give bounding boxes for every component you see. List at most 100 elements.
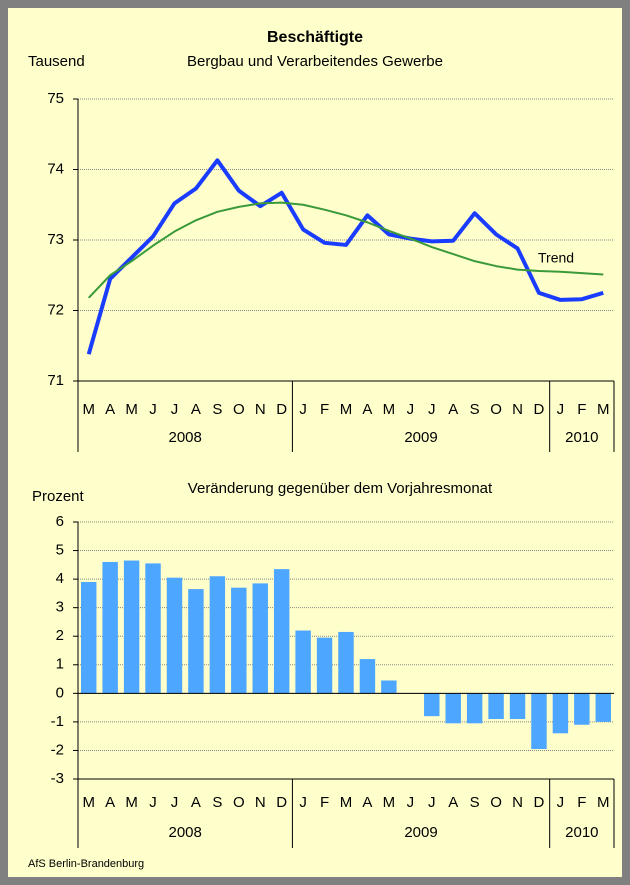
x-tick-label: F: [320, 401, 329, 418]
bar: [295, 630, 311, 694]
bar: [316, 637, 333, 694]
bar: [231, 587, 247, 694]
bar: [509, 693, 526, 720]
x-tick-label: S: [470, 401, 480, 418]
year-label: 2008: [169, 824, 202, 841]
x-tick-label: M: [125, 794, 138, 811]
x-tick-label: M: [383, 401, 396, 418]
x-tick-label: M: [597, 794, 610, 811]
bar: [252, 583, 268, 694]
bar: [531, 693, 547, 750]
x-tick-label: A: [448, 401, 458, 418]
bar: [424, 693, 440, 717]
y-axis-label: Tausend: [28, 53, 85, 70]
annotation: Trend: [538, 250, 574, 266]
x-tick-label: A: [362, 401, 372, 418]
x-tick-label: J: [407, 794, 415, 811]
x-tick-label: N: [512, 794, 523, 811]
x-tick-label: M: [340, 401, 353, 418]
bar: [552, 693, 569, 734]
x-tick-label: J: [171, 794, 179, 811]
y-tick-label: 0: [56, 684, 64, 701]
bar: [466, 693, 483, 724]
bar: [188, 589, 204, 694]
x-tick-label: J: [299, 794, 307, 811]
x-tick-label: A: [105, 401, 115, 418]
bar: [123, 560, 140, 694]
y-tick-label: 3: [56, 599, 64, 616]
y-tick-label: -2: [51, 741, 64, 758]
x-tick-label: F: [320, 794, 329, 811]
y-tick-label: 71: [47, 372, 64, 389]
x-tick-label: J: [299, 401, 307, 418]
bar: [145, 563, 161, 694]
x-tick-label: J: [407, 401, 415, 418]
x-tick-label: D: [276, 794, 287, 811]
x-tick-label: M: [383, 794, 396, 811]
y-tick-label: 2: [56, 627, 64, 644]
year-label: 2010: [565, 429, 598, 446]
y-tick-label: 1: [56, 656, 64, 673]
bar: [488, 693, 504, 720]
x-tick-label: S: [212, 794, 222, 811]
y-tick-label: 5: [56, 542, 64, 559]
bar: [273, 569, 290, 694]
bar: [209, 576, 226, 694]
x-tick-label: N: [255, 401, 266, 418]
x-tick-label: M: [597, 401, 610, 418]
y-tick-label: 6: [56, 513, 64, 530]
x-tick-label: J: [149, 401, 157, 418]
bar: [338, 631, 354, 694]
bar: [81, 581, 97, 694]
bar: [595, 693, 611, 722]
x-tick-label: A: [191, 794, 201, 811]
chart-subtitle: Bergbau und Verarbeitendes Gewerbe: [187, 53, 443, 70]
background: [8, 8, 622, 877]
chart-title: Beschäftigte: [267, 29, 363, 46]
x-tick-label: O: [490, 794, 502, 811]
x-tick-label: J: [557, 794, 565, 811]
y-tick-label: 75: [47, 90, 64, 107]
footer: AfS Berlin-Brandenburg: [28, 858, 144, 870]
x-tick-label: A: [105, 794, 115, 811]
year-label: 2009: [404, 429, 437, 446]
year-label: 2009: [404, 824, 437, 841]
x-tick-label: M: [125, 401, 138, 418]
x-tick-label: A: [191, 401, 201, 418]
y-tick-label: 74: [47, 160, 64, 177]
x-tick-label: J: [171, 401, 179, 418]
bar: [381, 680, 397, 694]
y-axis-label: Prozent: [32, 488, 85, 505]
x-tick-label: J: [557, 401, 565, 418]
x-tick-label: A: [448, 794, 458, 811]
bar: [359, 659, 376, 694]
x-tick-label: F: [577, 794, 586, 811]
x-tick-label: A: [362, 794, 372, 811]
x-tick-label: D: [534, 401, 545, 418]
bar: [445, 693, 461, 724]
year-label: 2008: [169, 429, 202, 446]
x-tick-label: M: [82, 794, 95, 811]
x-tick-label: J: [428, 401, 436, 418]
x-tick-label: S: [470, 794, 480, 811]
y-tick-label: 73: [47, 231, 64, 248]
data-line: [87, 201, 604, 299]
x-tick-label: F: [577, 401, 586, 418]
y-tick-label: -3: [51, 770, 64, 787]
x-tick-label: N: [255, 794, 266, 811]
x-tick-label: M: [340, 794, 353, 811]
y-tick-label: 72: [47, 301, 64, 318]
x-tick-label: J: [428, 794, 436, 811]
bar: [102, 561, 118, 694]
x-tick-label: S: [212, 401, 222, 418]
x-tick-label: O: [233, 401, 245, 418]
x-tick-label: D: [276, 401, 287, 418]
x-tick-label: O: [233, 794, 245, 811]
x-tick-label: J: [149, 794, 157, 811]
x-tick-label: N: [512, 401, 523, 418]
data-line: [86, 158, 604, 355]
x-tick-label: D: [534, 794, 545, 811]
y-tick-label: -1: [51, 713, 64, 730]
x-tick-label: M: [82, 401, 95, 418]
